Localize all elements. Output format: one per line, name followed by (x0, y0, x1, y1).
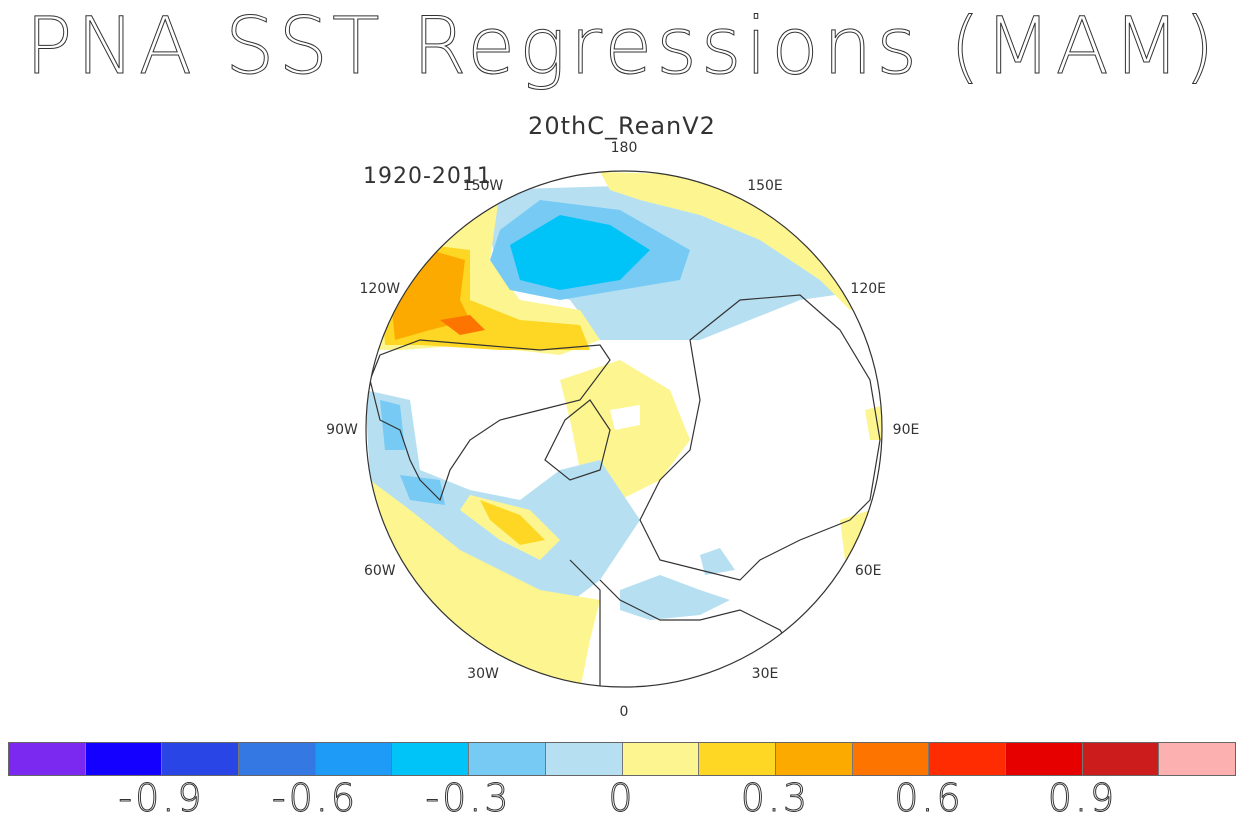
colorbar (8, 742, 1236, 776)
coastlines (369, 294, 881, 687)
colorbar-swatch (239, 743, 316, 775)
period-label: 1920-2011 (363, 164, 492, 189)
colorbar-swatch (852, 743, 930, 775)
sst-field (366, 171, 882, 687)
colorbar-label: -0.6 (271, 776, 359, 821)
colorbar-swatch (929, 743, 1006, 775)
lon-label: 120W (360, 281, 401, 297)
colorbar-swatch (1082, 743, 1160, 775)
lon-label: 30E (752, 666, 779, 682)
colorbar-swatch (85, 743, 163, 775)
colorbar-swatch (622, 743, 700, 775)
lon-label: 0 (620, 704, 629, 720)
colorbar-label: -0.3 (425, 776, 512, 821)
colorbar-label: 0.3 (740, 776, 811, 821)
colorbar-swatch (162, 743, 240, 775)
colorbar-label: 0.9 (1047, 776, 1118, 821)
lon-label: 90E (893, 422, 920, 438)
lon-label: 180 (611, 140, 638, 156)
longitude-labels: 180 150E 120E 90E 60E 30E 0 30W 60W 90W 120W 150W (326, 140, 919, 720)
lon-label: 90W (326, 422, 358, 438)
colorbar-swatch (1005, 743, 1083, 775)
colorbar-label: -0.9 (118, 776, 205, 821)
figure-title: PNA SST Regressions (MAM) (25, 2, 1219, 93)
colorbar-swatch (392, 743, 470, 775)
lon-label: 120E (850, 281, 886, 297)
lon-label: 150E (747, 178, 783, 194)
colorbar-swatch (699, 743, 776, 775)
lon-label: 150W (463, 178, 504, 194)
polar-map: 180 150E 120E 90E 60E 30E 0 30W 60W 90W 120W 150W (326, 140, 919, 720)
lon-label: 30W (467, 666, 499, 682)
colorbar-label: 0 (608, 776, 636, 821)
colorbar-swatch (469, 743, 546, 775)
colorbar-label: 0.6 (894, 776, 964, 821)
colorbar-swatch (775, 743, 853, 775)
colorbar-swatch (545, 743, 623, 775)
lon-label: 60E (855, 563, 882, 579)
colorbar-swatch (1159, 743, 1235, 775)
colorbar-swatch (9, 743, 86, 775)
lon-label: 60W (364, 563, 396, 579)
globe-outline (365, 170, 883, 688)
colorbar-swatch (315, 743, 393, 775)
dataset-subtitle: 20thC_ReanV2 (528, 112, 716, 140)
